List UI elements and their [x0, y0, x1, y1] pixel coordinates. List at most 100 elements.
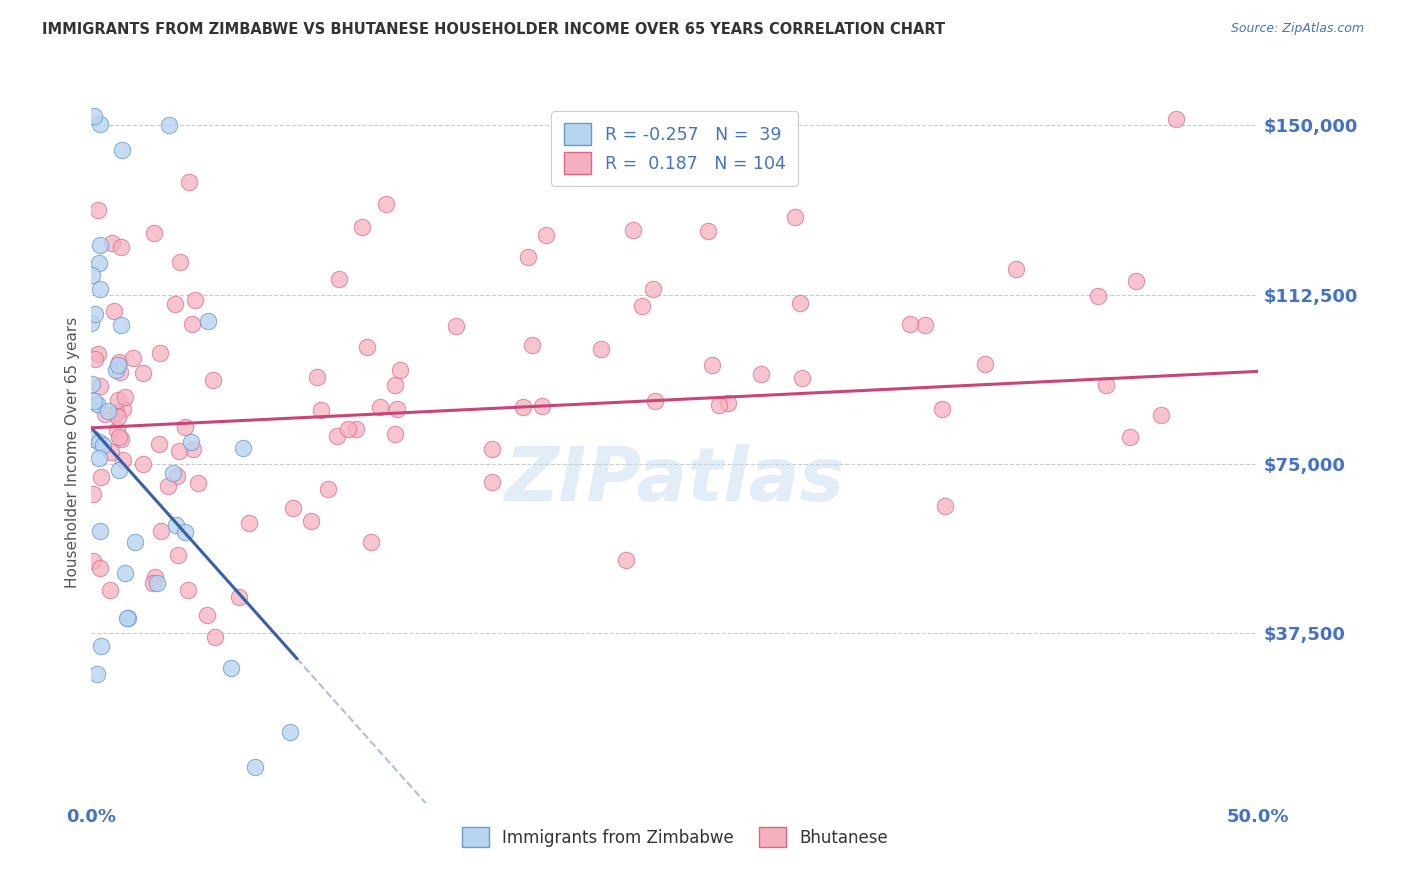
Point: [181, 317, 204, 331]
Point: [89, 560, 111, 574]
Point: [83, 109, 105, 123]
Point: [105, 423, 128, 437]
Point: [149, 524, 172, 539]
Point: [80, 376, 103, 391]
Point: [1166, 112, 1188, 127]
Point: [117, 610, 139, 624]
Point: [1087, 289, 1109, 303]
Point: [157, 118, 180, 132]
Point: [110, 432, 132, 446]
Point: [90, 640, 112, 654]
Point: [104, 406, 127, 420]
Point: [644, 393, 666, 408]
Point: [89, 435, 111, 450]
Point: [86, 666, 108, 681]
Point: [89, 117, 111, 131]
Point: [281, 500, 304, 515]
Point: [111, 402, 134, 417]
Point: [187, 475, 209, 490]
Point: [98, 583, 121, 598]
Point: [174, 525, 197, 540]
Y-axis label: Householder Income Over 65 years: Householder Income Over 65 years: [65, 317, 80, 589]
Point: [197, 608, 219, 623]
Point: [197, 314, 219, 328]
Point: [93, 407, 115, 421]
Point: [630, 299, 652, 313]
Point: [325, 429, 347, 443]
Point: [307, 369, 329, 384]
Point: [167, 444, 190, 458]
Point: [789, 295, 811, 310]
Point: [162, 466, 184, 480]
Point: [179, 175, 201, 189]
Point: [238, 516, 260, 531]
Point: [132, 366, 155, 380]
Point: [328, 272, 350, 286]
Point: [481, 475, 503, 490]
Point: [534, 227, 557, 242]
Point: [114, 566, 136, 580]
Point: [184, 293, 207, 307]
Point: [107, 393, 129, 408]
Point: [143, 570, 166, 584]
Point: [1005, 262, 1028, 277]
Point: [228, 591, 250, 605]
Point: [105, 363, 128, 377]
Point: [202, 373, 225, 387]
Point: [110, 318, 132, 332]
Point: [344, 422, 367, 436]
Point: [89, 379, 111, 393]
Point: [166, 469, 188, 483]
Point: [143, 226, 166, 240]
Point: [299, 514, 322, 528]
Point: [1119, 429, 1142, 443]
Point: [115, 611, 138, 625]
Point: [181, 442, 204, 456]
Point: [697, 224, 720, 238]
Point: [717, 396, 740, 410]
Text: Source: ZipAtlas.com: Source: ZipAtlas.com: [1230, 22, 1364, 36]
Legend: Immigrants from Zimbabwe, Bhutanese: Immigrants from Zimbabwe, Bhutanese: [456, 821, 894, 854]
Point: [84, 351, 107, 366]
Point: [89, 282, 111, 296]
Point: [124, 535, 146, 549]
Point: [91, 438, 114, 452]
Point: [785, 210, 807, 224]
Point: [82, 432, 104, 446]
Point: [641, 282, 664, 296]
Point: [87, 347, 110, 361]
Point: [145, 576, 167, 591]
Point: [1150, 409, 1173, 423]
Point: [914, 318, 936, 332]
Point: [83, 394, 105, 409]
Point: [591, 342, 613, 356]
Text: ZIPatlas: ZIPatlas: [505, 444, 845, 517]
Point: [221, 661, 243, 675]
Point: [516, 250, 538, 264]
Point: [142, 575, 165, 590]
Point: [86, 397, 108, 411]
Point: [100, 445, 122, 459]
Point: [368, 400, 391, 414]
Point: [89, 524, 111, 538]
Point: [111, 452, 134, 467]
Point: [97, 404, 120, 418]
Point: [898, 317, 921, 331]
Point: [309, 402, 332, 417]
Point: [90, 470, 112, 484]
Point: [110, 239, 132, 253]
Point: [384, 427, 406, 442]
Point: [790, 370, 813, 384]
Point: [384, 378, 406, 392]
Point: [107, 355, 129, 369]
Point: [107, 463, 129, 477]
Point: [107, 430, 129, 444]
Point: [148, 436, 170, 450]
Point: [350, 219, 373, 234]
Point: [204, 630, 226, 644]
Point: [83, 307, 105, 321]
Point: [86, 202, 108, 217]
Point: [169, 255, 191, 269]
Point: [360, 534, 382, 549]
Point: [934, 500, 956, 514]
